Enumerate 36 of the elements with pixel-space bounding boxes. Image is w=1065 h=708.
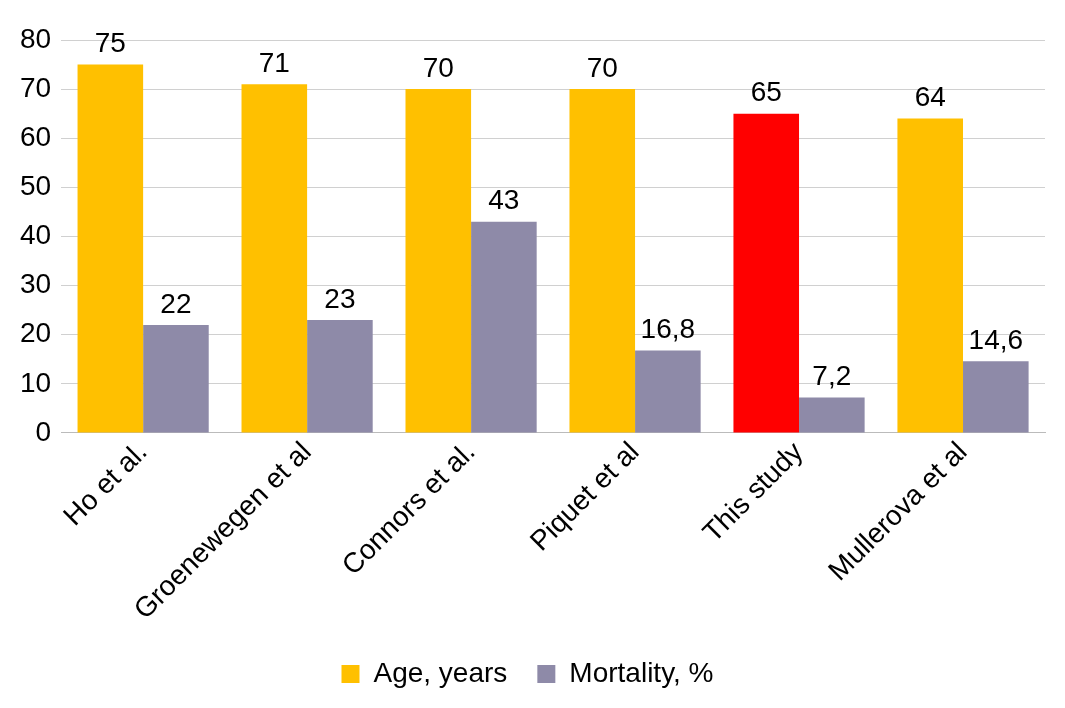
data-label: 65 xyxy=(750,76,782,108)
y-tick-label: 60 xyxy=(19,120,52,152)
bar xyxy=(471,221,537,433)
data-label: 70 xyxy=(586,51,618,83)
legend-label: Age, years xyxy=(373,656,508,688)
bar xyxy=(405,89,472,433)
y-tick-label: 0 xyxy=(35,415,52,447)
data-label: 23 xyxy=(324,282,356,314)
data-label: 16,8 xyxy=(640,313,696,345)
bar xyxy=(143,324,209,433)
bar xyxy=(241,84,308,433)
y-tick-label: 20 xyxy=(19,317,52,349)
data-label: 71 xyxy=(258,46,290,78)
y-tick-label: 50 xyxy=(19,170,52,202)
data-label: 70 xyxy=(422,51,454,83)
y-tick-label: 40 xyxy=(19,219,52,251)
data-label: 64 xyxy=(914,81,946,113)
y-tick-label: 10 xyxy=(19,366,52,398)
legend-label: Mortality, % xyxy=(569,656,714,688)
data-label: 75 xyxy=(94,27,126,59)
data-label: 7,2 xyxy=(812,360,852,392)
y-tick-label: 30 xyxy=(19,268,52,300)
bar xyxy=(307,319,373,433)
bar xyxy=(733,113,800,433)
data-label: 14,6 xyxy=(968,323,1024,355)
x-tick-label: Ho et al. xyxy=(57,435,153,532)
data-label: 43 xyxy=(488,184,520,216)
bar xyxy=(569,89,636,433)
y-tick-label: 70 xyxy=(19,71,52,103)
data-label: 22 xyxy=(160,287,192,319)
bar xyxy=(77,64,144,433)
bar xyxy=(897,118,964,433)
bar xyxy=(799,397,865,433)
bar xyxy=(963,361,1029,433)
y-tick-label: 80 xyxy=(19,22,52,54)
bar xyxy=(635,350,701,433)
